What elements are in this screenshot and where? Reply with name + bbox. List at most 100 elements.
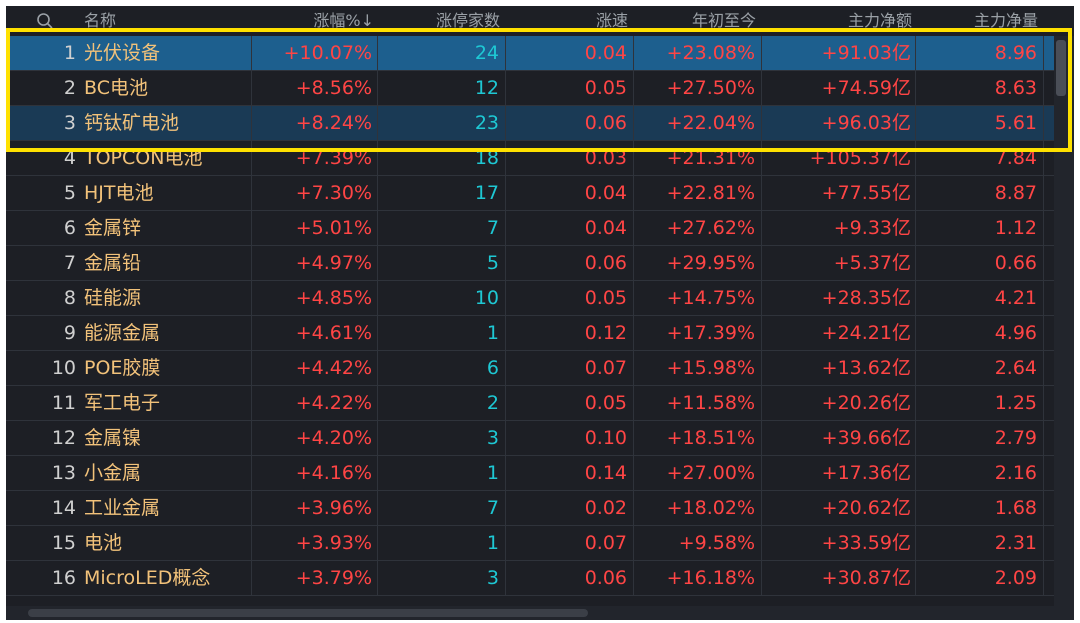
blank-cell — [1044, 386, 1054, 420]
header-net-volume[interactable]: 主力净量 — [973, 11, 1038, 30]
header-speed[interactable]: 涨速 — [595, 11, 628, 30]
ytd-change: +27.50% — [634, 71, 762, 105]
table-row[interactable]: 13 小金属 +4.16% 1 0.14 +27.00% +17.36亿 2.16 — [6, 456, 1054, 491]
table-row[interactable]: 12 金属镍 +4.20% 3 0.10 +18.51% +39.66亿 2.79 — [6, 421, 1054, 456]
net-inflow: +9.33亿 — [762, 211, 916, 245]
row-index: 6 — [63, 217, 76, 239]
limit-up-count: 7 — [378, 211, 506, 245]
ytd-change: +18.51% — [634, 421, 762, 455]
net-inflow: +39.66亿 — [762, 421, 916, 455]
ytd-change: +14.75% — [634, 281, 762, 315]
net-volume: 2.09 — [916, 561, 1044, 595]
speed: 0.05 — [506, 71, 634, 105]
limit-up-count: 23 — [378, 106, 506, 140]
limit-up-count: 3 — [378, 561, 506, 595]
table-row[interactable]: 1 光伏设备 +10.07% 24 0.04 +23.08% +91.03亿 8.96 — [6, 36, 1054, 71]
sector-name: HJT电池 — [82, 176, 252, 210]
table-row[interactable]: 3 钙钛矿电池 +8.24% 23 0.06 +22.04% +96.03亿 5.61 — [6, 106, 1054, 141]
sector-name: 钙钛矿电池 — [82, 106, 252, 140]
table-row[interactable]: 10 POE胶膜 +4.42% 6 0.07 +15.98% +13.62亿 2.64 — [6, 351, 1054, 386]
change-pct: +7.39% — [252, 141, 378, 175]
blank-cell — [1044, 281, 1054, 315]
net-volume: 2.31 — [916, 526, 1044, 560]
sector-name: BC电池 — [82, 71, 252, 105]
row-index: 10 — [51, 357, 76, 379]
net-volume: 0.66 — [916, 246, 1044, 280]
blank-cell — [1044, 211, 1054, 245]
row-index: 8 — [63, 287, 76, 309]
speed: 0.06 — [506, 106, 634, 140]
blank-cell — [1044, 106, 1054, 140]
table-row[interactable]: 2 BC电池 +8.56% 12 0.05 +27.50% +74.59亿 8.63 — [6, 71, 1054, 106]
table-header: 名称 涨幅%↓ 涨停家数 涨速 年初至今 主力净额 主力净量 — [6, 6, 1074, 36]
table-row[interactable]: 11 军工电子 +4.22% 2 0.05 +11.58% +20.26亿 1.25 — [6, 386, 1054, 421]
net-volume: 4.21 — [916, 281, 1044, 315]
search-icon[interactable] — [36, 12, 54, 30]
ytd-change: +22.81% — [634, 176, 762, 210]
net-volume: 8.96 — [916, 36, 1044, 70]
net-inflow: +74.59亿 — [762, 71, 916, 105]
table-row[interactable]: 15 电池 +3.93% 1 0.07 +9.58% +33.59亿 2.31 — [6, 526, 1054, 561]
change-pct: +4.97% — [252, 246, 378, 280]
change-pct: +4.20% — [252, 421, 378, 455]
horizontal-scroll-thumb[interactable] — [28, 609, 588, 617]
header-name[interactable]: 名称 — [84, 11, 117, 30]
sector-name: 金属铅 — [82, 246, 252, 280]
limit-up-count: 17 — [378, 176, 506, 210]
row-index: 13 — [51, 462, 76, 484]
speed: 0.05 — [506, 281, 634, 315]
header-change-pct[interactable]: 涨幅%↓ — [313, 11, 374, 30]
table-row[interactable]: 6 金属锌 +5.01% 7 0.04 +27.62% +9.33亿 1.12 — [6, 211, 1054, 246]
speed: 0.04 — [506, 211, 634, 245]
blank-cell — [1044, 176, 1054, 210]
row-index: 4 — [63, 147, 76, 169]
table-row[interactable]: 16 MicroLED概念 +3.79% 3 0.06 +16.18% +30.87亿 2.0… — [6, 561, 1054, 596]
change-pct: +4.16% — [252, 456, 378, 490]
table-row[interactable]: 9 能源金属 +4.61% 1 0.12 +17.39% +24.21亿 4.96 — [6, 316, 1054, 351]
header-ytd[interactable]: 年初至今 — [691, 11, 756, 30]
net-volume: 8.63 — [916, 71, 1044, 105]
row-index: 12 — [51, 427, 76, 449]
sector-name: 硅能源 — [82, 281, 252, 315]
table-row[interactable]: 4 TOPCON电池 +7.39% 18 0.03 +21.31% +105.37亿 7.84 — [6, 141, 1054, 176]
row-index: 7 — [63, 252, 76, 274]
header-limit-up-count[interactable]: 涨停家数 — [435, 11, 500, 30]
change-pct: +4.22% — [252, 386, 378, 420]
limit-up-count: 1 — [378, 316, 506, 350]
speed: 0.03 — [506, 141, 634, 175]
limit-up-count: 1 — [378, 526, 506, 560]
limit-up-count: 24 — [378, 36, 506, 70]
blank-cell — [1044, 246, 1054, 280]
sector-name: TOPCON电池 — [82, 141, 252, 175]
table-row[interactable]: 14 工业金属 +3.96% 7 0.02 +18.02% +20.62亿 1.68 — [6, 491, 1054, 526]
blank-cell — [1044, 141, 1054, 175]
table-row[interactable]: 7 金属铅 +4.97% 5 0.06 +29.95% +5.37亿 0.66 — [6, 246, 1054, 281]
blank-cell — [1044, 36, 1054, 70]
ytd-change: +22.04% — [634, 106, 762, 140]
net-inflow: +24.21亿 — [762, 316, 916, 350]
limit-up-count: 6 — [378, 351, 506, 385]
ytd-change: +11.58% — [634, 386, 762, 420]
net-volume: 2.64 — [916, 351, 1044, 385]
sector-name: 金属镍 — [82, 421, 252, 455]
table-row[interactable]: 5 HJT电池 +7.30% 17 0.04 +22.81% +77.55亿 8.87 — [6, 176, 1054, 211]
net-inflow: +96.03亿 — [762, 106, 916, 140]
vertical-scrollbar[interactable] — [1054, 36, 1074, 620]
limit-up-count: 3 — [378, 421, 506, 455]
change-pct: +5.01% — [252, 211, 378, 245]
horizontal-scrollbar[interactable] — [6, 606, 1054, 620]
limit-up-count: 5 — [378, 246, 506, 280]
table-row[interactable]: 8 硅能源 +4.85% 10 0.05 +14.75% +28.35亿 4.21 — [6, 281, 1054, 316]
blank-cell — [1044, 561, 1054, 595]
speed: 0.04 — [506, 176, 634, 210]
vertical-scroll-thumb[interactable] — [1056, 40, 1066, 96]
row-index: 14 — [51, 497, 76, 519]
limit-up-count: 18 — [378, 141, 506, 175]
limit-up-count: 1 — [378, 456, 506, 490]
ytd-change: +18.02% — [634, 491, 762, 525]
net-volume: 1.68 — [916, 491, 1044, 525]
net-inflow: +77.55亿 — [762, 176, 916, 210]
header-net-inflow[interactable]: 主力净额 — [847, 11, 912, 30]
sector-name: 军工电子 — [82, 386, 252, 420]
ytd-change: +29.95% — [634, 246, 762, 280]
